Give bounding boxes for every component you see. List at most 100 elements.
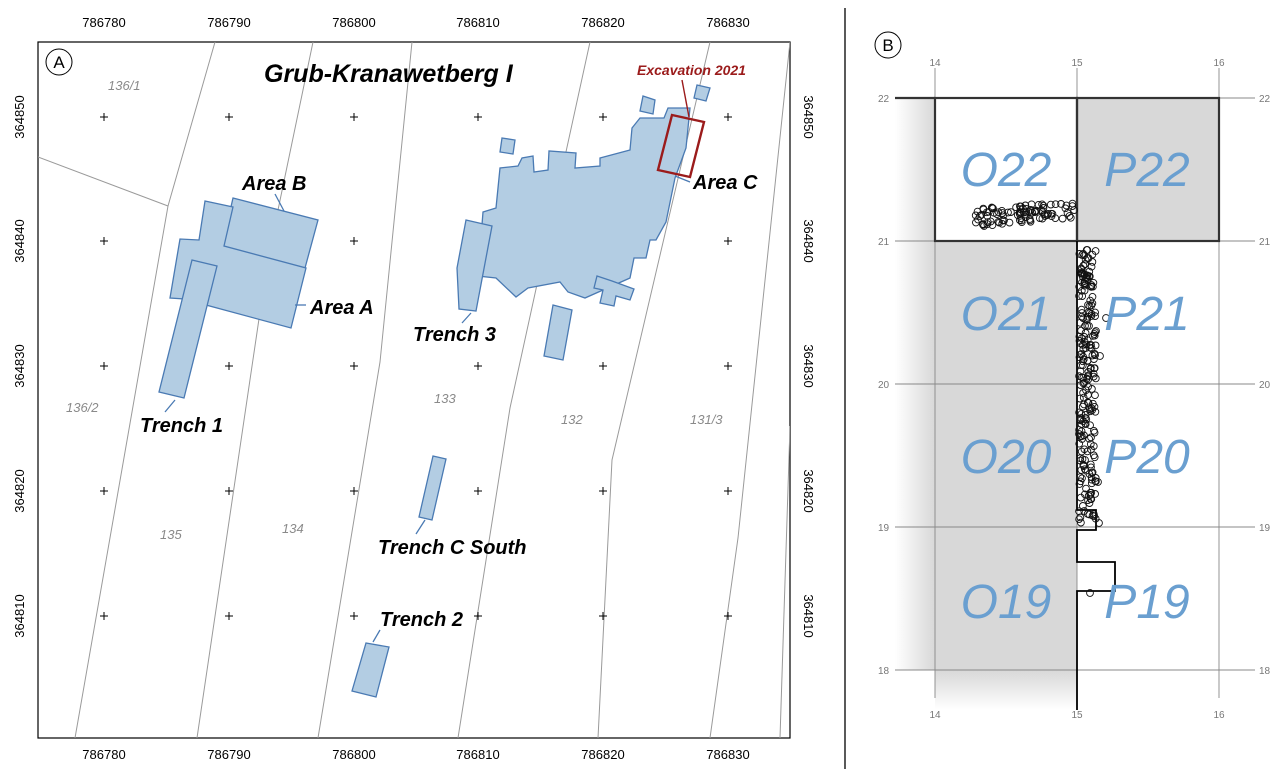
- find-point: [1084, 375, 1092, 384]
- find-point: [1084, 368, 1093, 376]
- parcel-line: [74, 42, 216, 738]
- grid-cross: [599, 362, 607, 370]
- find-point: [1086, 405, 1094, 414]
- find-point: [1085, 302, 1094, 310]
- find-point: [1076, 456, 1085, 465]
- grid-cross: [724, 612, 732, 620]
- find-point: [1016, 202, 1024, 211]
- find-point: [1021, 213, 1030, 221]
- cell-label-o20: O20: [961, 431, 1052, 484]
- feature-leaders: [164, 175, 691, 643]
- y-tick-right: 364840: [801, 219, 816, 262]
- trench-c-south-shape: [418, 455, 447, 521]
- find-point: [1079, 462, 1088, 470]
- find-point: [1089, 278, 1098, 287]
- parcel-line: [779, 425, 790, 738]
- x-tick-top: 786800: [332, 15, 375, 30]
- excavation-2021-outline: [656, 113, 706, 179]
- find-point: [1077, 264, 1085, 273]
- excavation-2021-label: Excavation 2021: [637, 62, 746, 78]
- y-axis-left: 364850 364840 364830 364820 364810: [12, 95, 27, 637]
- find-point: [1070, 206, 1079, 214]
- grid-cross: [599, 612, 607, 620]
- find-point: [1083, 314, 1092, 323]
- find-point: [1004, 208, 1012, 217]
- feature-block: [499, 137, 516, 155]
- find-point: [998, 216, 1007, 225]
- find-point: [1091, 391, 1099, 400]
- find-point: [1075, 250, 1084, 258]
- find-point: [1051, 200, 1060, 209]
- find-point: [1096, 352, 1104, 360]
- y-axis-right: 364850 364840 364830 364820 364810: [801, 95, 816, 637]
- feature-block: [639, 95, 656, 115]
- x-axis-bottom: 786780 786790 786800 786810 786820 78683…: [82, 747, 749, 762]
- cell-p22-fill: [1077, 98, 1219, 241]
- find-point: [1088, 468, 1097, 477]
- find-point: [1068, 202, 1077, 210]
- find-point: [1035, 214, 1044, 222]
- grid-cross: [100, 362, 108, 370]
- trench-2-leader: [372, 629, 381, 643]
- find-point: [1063, 209, 1072, 217]
- find-point: [1075, 408, 1083, 417]
- find-point: [1077, 414, 1085, 422]
- area-c-block: [593, 275, 635, 307]
- find-point: [1039, 201, 1048, 210]
- grid-cross: [350, 113, 358, 121]
- trench-3-label: Trench 3: [413, 324, 496, 346]
- b-x-tick-bottom: 15: [1071, 710, 1083, 721]
- find-point: [1079, 373, 1088, 382]
- b-x-tick-bottom: 16: [1213, 710, 1225, 721]
- find-point: [1012, 203, 1020, 212]
- grid-cross: [724, 487, 732, 495]
- grid-crosses: [100, 113, 732, 620]
- cell-label-p19: P19: [1104, 576, 1189, 629]
- grid-cross: [724, 362, 732, 370]
- find-point: [1088, 258, 1097, 266]
- find-point: [1078, 292, 1087, 300]
- b-y-tick-right: 18: [1259, 666, 1271, 677]
- b-x-tick-top: 14: [929, 58, 941, 69]
- find-point: [1007, 208, 1015, 216]
- x-tick-bottom: 786780: [82, 747, 125, 762]
- find-point: [1091, 312, 1099, 320]
- find-point: [1078, 309, 1086, 317]
- area-b-label: Area B: [241, 173, 306, 195]
- find-point: [1082, 386, 1090, 395]
- grid-cross: [474, 113, 482, 121]
- find-point: [1077, 447, 1086, 456]
- find-point: [1080, 507, 1089, 515]
- shade-bottom: [935, 670, 1077, 710]
- find-point: [1086, 460, 1095, 469]
- parcel-label: 136/2: [66, 400, 99, 415]
- x-tick-bottom: 786820: [581, 747, 624, 762]
- find-point: [1086, 491, 1095, 499]
- find-point: [1005, 218, 1014, 227]
- panel-b-x-ticks: 14 15 16 14 15 16: [929, 58, 1225, 721]
- outline-p22: [1075, 96, 1221, 243]
- find-point: [1037, 206, 1046, 214]
- find-point: [1086, 589, 1094, 597]
- y-tick-right: 364820: [801, 469, 816, 512]
- find-point: [1090, 355, 1098, 363]
- trench-c-block: [543, 304, 573, 361]
- grid-cross: [599, 487, 607, 495]
- find-point: [1022, 208, 1031, 217]
- b-y-tick-right: 20: [1259, 380, 1271, 391]
- find-point: [1095, 519, 1103, 527]
- find-point: [1077, 286, 1086, 295]
- grid-cross: [350, 612, 358, 620]
- b-y-tick-left: 20: [878, 380, 890, 391]
- find-point: [1102, 314, 1110, 322]
- find-point: [1077, 409, 1086, 418]
- find-point: [1080, 400, 1088, 409]
- find-point: [987, 203, 996, 212]
- grid-cross: [474, 612, 482, 620]
- y-tick-left: 364810: [12, 594, 27, 637]
- b-y-tick-right: 21: [1259, 237, 1271, 248]
- find-point: [1019, 208, 1028, 216]
- grid-cross: [100, 237, 108, 245]
- find-point: [1047, 212, 1056, 221]
